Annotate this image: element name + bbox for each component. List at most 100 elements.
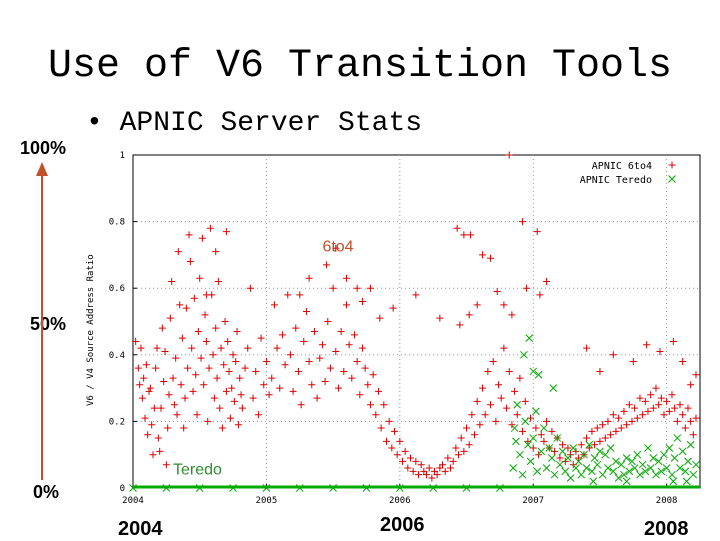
point-6to4 <box>679 411 687 419</box>
point-teredo <box>622 454 631 462</box>
point-6to4 <box>222 387 230 395</box>
point-6to4 <box>684 404 692 412</box>
point-teredo <box>162 484 171 492</box>
point-6to4 <box>417 461 425 469</box>
point-6to4 <box>593 424 601 432</box>
point-6to4 <box>543 417 551 425</box>
slide-title: Use of V6 Transition Tools <box>47 44 673 89</box>
point-6to4 <box>142 361 150 369</box>
point-teredo <box>529 434 538 442</box>
point-6to4 <box>681 424 689 432</box>
point-6to4 <box>313 394 321 402</box>
point-6to4 <box>296 291 304 299</box>
point-6to4 <box>398 457 406 465</box>
point-6to4 <box>463 424 471 432</box>
point-6to4 <box>663 397 671 405</box>
point-6to4 <box>612 427 620 435</box>
point-6to4 <box>588 427 596 435</box>
point-6to4 <box>679 357 687 365</box>
point-6to4 <box>692 414 700 422</box>
point-6to4 <box>169 374 177 382</box>
point-teredo <box>684 457 692 466</box>
point-teredo <box>638 460 647 469</box>
point-6to4 <box>412 291 420 299</box>
point-6to4 <box>200 381 208 389</box>
point-6to4 <box>141 414 149 422</box>
point-6to4 <box>184 364 192 372</box>
annotation-6to4: 6to4 <box>322 239 353 256</box>
point-teredo <box>614 474 623 482</box>
point-6to4 <box>193 411 201 419</box>
point-teredo <box>641 467 650 476</box>
point-6to4 <box>358 298 366 306</box>
point-6to4 <box>221 318 229 325</box>
point-teredo <box>657 467 666 476</box>
point-teredo <box>689 470 698 479</box>
point-6to4 <box>205 364 213 372</box>
point-6to4 <box>639 411 647 419</box>
point-teredo <box>509 464 518 472</box>
point-6to4 <box>210 394 218 402</box>
point-6to4 <box>157 404 165 412</box>
point-6to4 <box>583 434 591 442</box>
point-6to4 <box>487 254 495 262</box>
point-6to4 <box>649 404 657 412</box>
point-6to4 <box>214 278 222 286</box>
point-6to4 <box>234 421 242 429</box>
point-teredo <box>662 464 671 472</box>
point-teredo <box>633 450 642 459</box>
point-6to4 <box>308 381 316 389</box>
point-6to4 <box>393 451 401 459</box>
y-axis-title: V6 / V4 Source Address Ratio <box>86 254 96 406</box>
point-6to4 <box>212 248 220 256</box>
point-6to4 <box>657 394 665 402</box>
point-6to4 <box>692 371 700 379</box>
scale-arrow-head-icon <box>36 162 48 176</box>
point-6to4 <box>206 224 214 232</box>
point-6to4 <box>559 441 567 449</box>
point-6to4 <box>647 391 655 399</box>
point-6to4 <box>409 467 417 475</box>
point-6to4 <box>161 347 169 355</box>
point-teredo <box>681 467 690 476</box>
point-6to4 <box>689 431 697 439</box>
point-6to4 <box>452 444 460 452</box>
point-6to4 <box>505 151 513 159</box>
point-6to4 <box>232 357 240 365</box>
point-6to4 <box>297 401 305 409</box>
point-6to4 <box>228 384 236 392</box>
point-6to4 <box>423 471 431 479</box>
y-tick-label: 0 <box>120 484 125 494</box>
point-6to4 <box>439 461 447 469</box>
point-6to4 <box>471 431 479 439</box>
point-6to4 <box>273 344 281 352</box>
year-label-2006: 2006 <box>380 514 425 536</box>
point-6to4 <box>189 387 197 395</box>
point-6to4 <box>460 447 468 455</box>
point-6to4 <box>396 437 404 445</box>
point-6to4 <box>165 391 173 399</box>
point-teredo <box>545 444 554 452</box>
point-teredo <box>529 367 538 376</box>
point-6to4 <box>318 341 326 349</box>
point-6to4 <box>503 404 511 412</box>
point-6to4 <box>186 258 194 266</box>
point-teredo <box>496 484 504 492</box>
point-6to4 <box>643 341 651 349</box>
point-6to4 <box>412 457 420 465</box>
point-6to4 <box>540 437 548 445</box>
point-6to4 <box>516 374 524 382</box>
point-teredo <box>540 424 548 432</box>
point-6to4 <box>196 274 204 282</box>
point-6to4 <box>225 367 233 375</box>
point-6to4 <box>505 367 513 375</box>
point-6to4 <box>132 337 140 345</box>
point-6to4 <box>583 344 591 352</box>
point-6to4 <box>492 417 500 425</box>
x-tick-label: 2006 <box>389 496 411 506</box>
point-teredo <box>686 440 695 449</box>
point-teredo <box>558 447 567 456</box>
point-teredo <box>604 464 612 472</box>
point-6to4 <box>591 441 599 449</box>
point-6to4 <box>136 381 144 389</box>
